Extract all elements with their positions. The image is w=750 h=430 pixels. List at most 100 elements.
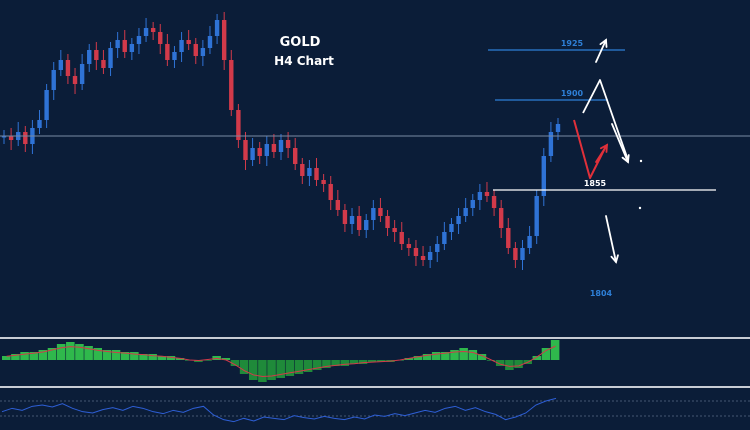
arrow-down-to-1855-shaft	[611, 123, 629, 163]
macd-bar	[120, 352, 130, 360]
candle-body	[214, 20, 220, 36]
marker-dot	[639, 159, 643, 163]
candle-body	[356, 216, 362, 230]
macd-bar	[285, 360, 295, 376]
macd-bar	[331, 360, 340, 366]
candle-body	[555, 124, 561, 132]
candle-body	[399, 232, 404, 244]
candle-body	[314, 168, 319, 180]
candle-body	[94, 50, 99, 60]
candle-body	[129, 44, 135, 52]
candle-body	[143, 28, 149, 36]
macd-bar	[468, 350, 478, 360]
candle-body	[371, 208, 376, 220]
macd-bar	[139, 354, 148, 360]
candle-body	[506, 228, 511, 248]
macd-bar	[313, 360, 322, 370]
candle-body	[293, 148, 298, 164]
candle-body	[122, 40, 127, 52]
macd-signal-line	[6, 345, 556, 378]
candle-body	[498, 208, 504, 228]
rsi-panel	[0, 386, 750, 423]
candle-body	[158, 32, 163, 44]
arrow-up-target-shaft	[595, 39, 607, 63]
macd-bar	[505, 360, 514, 370]
macd-bar	[38, 350, 48, 360]
candle-body	[108, 48, 113, 68]
candle-body	[150, 28, 156, 32]
arrow-zigzag-path	[582, 79, 629, 161]
candle-body	[406, 244, 412, 248]
candle-body	[8, 136, 14, 140]
macd-bar	[47, 348, 57, 360]
candle-body	[1, 136, 7, 138]
candle-body	[456, 216, 461, 224]
candle-body	[342, 210, 348, 224]
arrow-down-target-head	[610, 254, 619, 264]
candle-body	[328, 184, 333, 200]
candle-body	[257, 148, 262, 156]
macd-bar	[203, 360, 212, 361]
candle-body	[378, 208, 383, 216]
macd-bar	[20, 352, 29, 360]
candle-body	[101, 60, 106, 68]
macd-bar	[441, 352, 450, 360]
level-label-1925: 1925	[561, 39, 584, 48]
macd-bar	[175, 358, 185, 360]
candle-body	[541, 156, 546, 196]
candle-body	[285, 140, 291, 148]
macd-bar	[130, 352, 139, 360]
macd-bar	[148, 354, 157, 360]
macd-bar	[111, 350, 121, 360]
candle-body	[335, 200, 341, 210]
macd-bar	[404, 358, 414, 360]
macd-bar	[221, 358, 231, 360]
macd-bar	[102, 350, 112, 360]
candle-body	[193, 44, 198, 56]
level-label-1855: 1855	[584, 179, 607, 188]
candle-body	[37, 120, 42, 128]
candle-body	[385, 216, 390, 228]
macd-bar	[66, 342, 75, 360]
candle-body	[364, 220, 369, 230]
candle-body	[435, 244, 440, 252]
projection-arrows	[573, 38, 643, 264]
macd-bar	[276, 360, 285, 378]
candle-body	[51, 70, 56, 90]
macd-bar	[514, 360, 523, 368]
arrow-down-target-shaft	[605, 215, 617, 263]
macd-bar	[84, 346, 93, 360]
macd-bar	[450, 350, 459, 360]
candle-body	[58, 60, 64, 70]
candle-body	[115, 40, 120, 48]
level-label-1900: 1900	[561, 89, 584, 98]
candle-body	[72, 76, 78, 84]
candle-body	[165, 44, 170, 60]
marker-dot	[638, 206, 642, 210]
candle-body	[79, 64, 85, 84]
candle-body	[413, 248, 419, 256]
candle-body	[87, 50, 92, 64]
macd-bar	[477, 354, 487, 360]
candle-body	[207, 36, 213, 48]
macd-bar	[294, 360, 304, 374]
arrow-down-to-1855-head	[621, 154, 630, 164]
candle-body	[221, 20, 227, 60]
macd-bar	[56, 344, 66, 360]
candle-body	[463, 208, 468, 216]
candle-body	[321, 180, 326, 184]
candle-body	[250, 148, 255, 160]
candle-body	[520, 248, 525, 260]
candle-body	[264, 144, 269, 156]
candle-body	[172, 52, 177, 60]
arrow-pullback-path	[573, 119, 607, 179]
candle-body	[527, 236, 532, 248]
chart-title: GOLD	[280, 35, 321, 50]
macd-bar	[413, 356, 423, 360]
price-panel	[0, 12, 750, 270]
candle-body	[278, 140, 284, 152]
macd-bar	[541, 348, 551, 360]
candle-body	[534, 196, 539, 236]
macd-bar	[340, 360, 350, 366]
